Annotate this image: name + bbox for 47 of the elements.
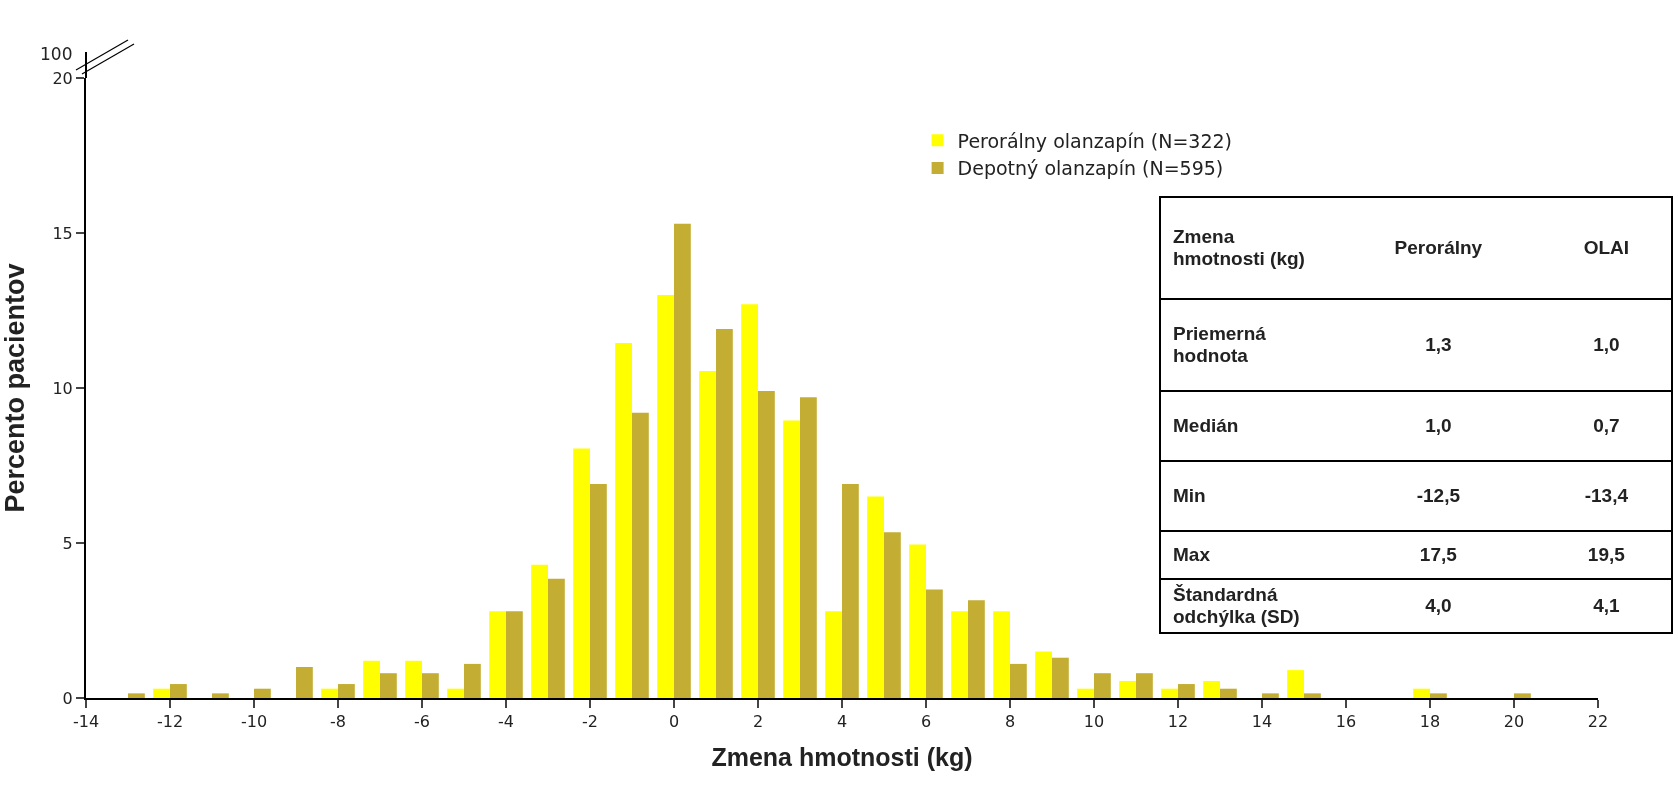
x-tick-label: -12 (156, 712, 184, 732)
annotation: Max (1160, 531, 1335, 579)
legend-label: Perorálny olanzapín (N=322) (957, 129, 1233, 152)
y-tick-label: 15 (52, 223, 73, 243)
x-tick-label: -8 (330, 712, 346, 732)
x-tick-label: -2 (582, 712, 598, 732)
text: 100 (40, 44, 73, 64)
annotation: 17,5 (1335, 531, 1542, 579)
y-tick-label: 20 (52, 68, 73, 88)
x-tick-label: 12 (1167, 712, 1189, 732)
x-tick-label: 14 (1251, 712, 1273, 732)
annotation: 1,0 (1335, 391, 1542, 461)
annotation: Priemerná hodnota (1160, 299, 1335, 391)
annotation: OLAI (1541, 197, 1672, 299)
x-tick-label: 22 (1587, 712, 1609, 732)
annotation: Min (1160, 461, 1335, 531)
x-tick-label: -14 (72, 712, 100, 732)
legend-label: Depotný olanzapín (N=595) (957, 157, 1224, 180)
annotation: Zmena hmotnosti (kg) (1160, 197, 1335, 299)
annotation: Perorálny (1335, 197, 1542, 299)
annotation: 19,5 (1541, 531, 1672, 579)
x-tick-label: 20 (1503, 712, 1525, 732)
annotation: 1,0 (1541, 299, 1672, 391)
annotation: 0,7 (1541, 391, 1672, 461)
y-tick-label: 10 (52, 378, 73, 398)
annotation: 4,1 (1541, 579, 1672, 633)
x-tick-label: 10 (1083, 712, 1105, 732)
x-tick-label: -6 (414, 712, 430, 732)
x-tick-label: 0 (668, 712, 680, 732)
x-tick-label: 16 (1335, 712, 1357, 732)
x-tick-label: 6 (920, 712, 932, 732)
x-tick-label: -4 (498, 712, 514, 732)
y-tick-label: 5 (62, 533, 73, 553)
annotation: Medián (1160, 391, 1335, 461)
annotation: -13,4 (1541, 461, 1672, 531)
annotation: 4,0 (1335, 579, 1542, 633)
x-tick-label: 18 (1419, 712, 1441, 732)
x-tick-label: 2 (752, 712, 764, 732)
x-tick-label: -10 (240, 712, 268, 732)
x-tick-label: 8 (1004, 712, 1016, 732)
x-axis-title: Zmena hmotnosti (kg) (711, 742, 973, 771)
x-tick-label: 4 (836, 712, 848, 732)
y-tick-label: 0 (62, 688, 73, 708)
y-axis-title: Percento pacientov (0, 263, 30, 513)
annotation: Štandardná odchýlka (SD) (1160, 579, 1335, 633)
annotation: 1,3 (1335, 299, 1542, 391)
annotation: -12,5 (1335, 461, 1542, 531)
